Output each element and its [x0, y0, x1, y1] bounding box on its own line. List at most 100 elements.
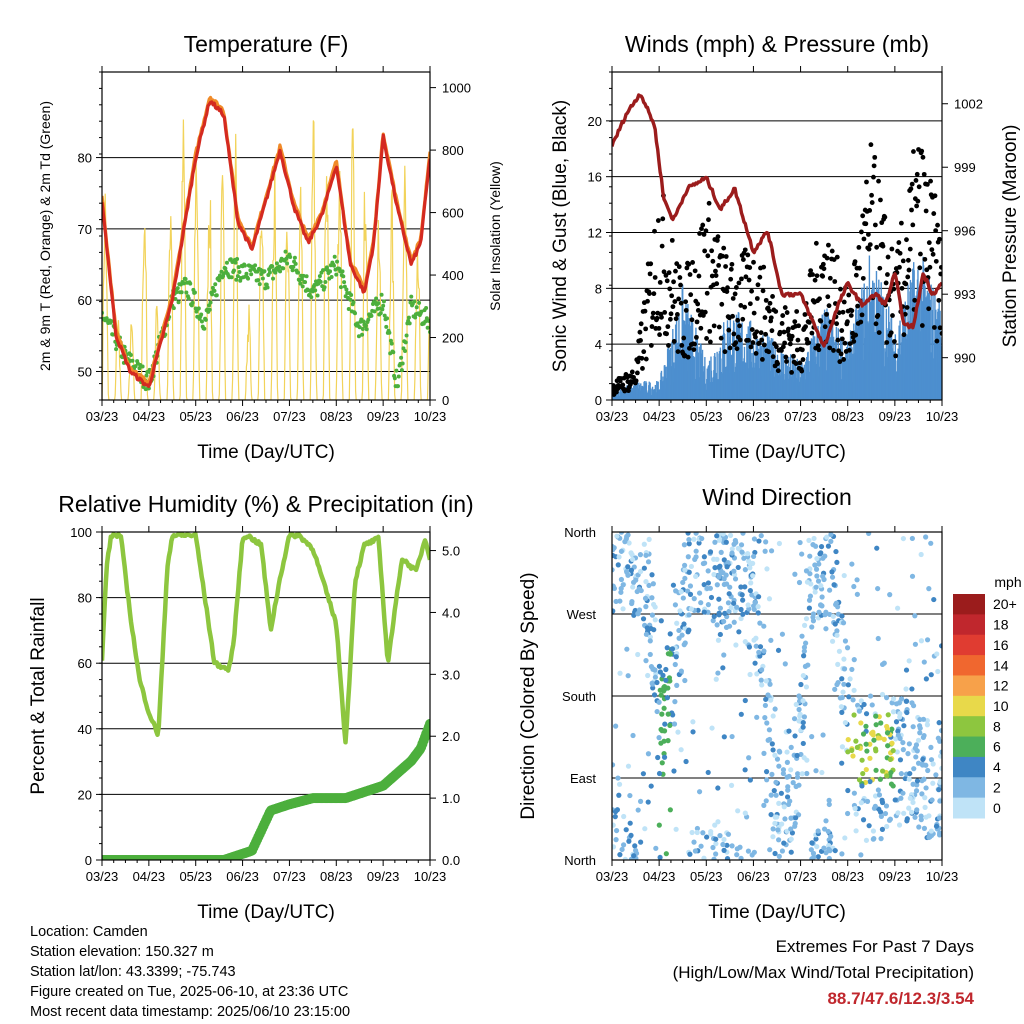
direction-point: [827, 587, 833, 593]
dewpoint-point: [341, 274, 346, 279]
dewpoint-point: [313, 288, 318, 293]
direction-point: [833, 600, 839, 606]
direction-point: [705, 568, 711, 574]
direction-point: [900, 790, 906, 796]
direction-point: [800, 719, 806, 726]
colorbar-label: 14: [993, 657, 1009, 673]
direction-point: [632, 843, 638, 849]
dewpoint-point: [114, 347, 119, 352]
direction-point: [878, 813, 884, 819]
direction-point: [793, 783, 799, 790]
gust-point: [909, 207, 914, 213]
gust-point: [657, 279, 663, 285]
direction-point: [928, 828, 934, 834]
direction-point: [762, 548, 768, 554]
direction-point: [764, 720, 770, 726]
dewpoint-point: [404, 333, 409, 338]
direction-point: [931, 596, 937, 603]
colorbar-label: 4: [993, 759, 1001, 775]
gust-point: [916, 184, 922, 190]
direction-point: [678, 668, 684, 674]
direction-point: [696, 590, 703, 596]
direction-point: [849, 666, 855, 673]
direction-point: [630, 732, 636, 739]
direction-point: [820, 573, 826, 579]
direction-point: [618, 548, 625, 554]
dewpoint-point: [212, 288, 217, 293]
direction-point: [799, 551, 805, 557]
dewpoint-point: [234, 277, 239, 282]
gust-point: [938, 264, 942, 270]
direction-point: [710, 618, 716, 624]
direction-point: [841, 666, 848, 672]
station-latlon: Station lat/lon: 43.3399; -75.743: [30, 964, 236, 980]
gust-point: [827, 345, 833, 351]
extremes-box: Extremes For Past 7 Days (High/Low/Max W…: [673, 934, 974, 1012]
direction-point: [796, 693, 802, 699]
direction-point: [875, 585, 881, 592]
x-tick-label: 06/23: [737, 409, 770, 424]
direction-point: [693, 573, 699, 580]
direction-point: [682, 677, 688, 684]
gust-point: [919, 148, 925, 154]
direction-point: [784, 759, 790, 765]
y2-tick-label: 999: [954, 160, 976, 175]
gust-point: [735, 317, 741, 323]
direction-point: [788, 767, 794, 773]
dewpoint-point: [298, 281, 303, 286]
direction-point: [620, 606, 626, 612]
direction-point: [733, 642, 739, 648]
gust-point: [937, 325, 942, 331]
gust-point: [906, 267, 912, 273]
dewpoint-point: [244, 271, 249, 276]
direction-point: [671, 768, 677, 774]
gust-point: [763, 297, 769, 303]
direction-point: [764, 566, 770, 572]
gust-point: [825, 294, 831, 300]
direction-point: [667, 631, 673, 637]
direction-point: [687, 591, 694, 597]
gust-point: [770, 354, 776, 360]
x-tick-label: 03/23: [596, 409, 629, 424]
direction-point: [761, 648, 767, 654]
gust-point: [707, 339, 713, 345]
dewpoint-point: [372, 309, 377, 314]
direction-point: [693, 548, 699, 554]
direction-point: [615, 775, 621, 781]
gust-point: [655, 218, 661, 223]
gust-point: [912, 297, 918, 303]
direction-point: [656, 770, 663, 777]
direction-point: [627, 792, 633, 799]
direction-point: [656, 822, 662, 828]
direction-point: [615, 562, 621, 568]
dewpoint-point: [376, 301, 381, 306]
direction-point: [799, 633, 805, 639]
direction-point: [810, 611, 817, 617]
direction-point: [764, 777, 770, 783]
direction-point: [657, 669, 663, 675]
recent-data-timestamp: Most recent data timestamp: 2025/06/10 2…: [30, 1004, 351, 1020]
x-tick-label: 04/23: [133, 409, 166, 424]
gust-point: [670, 304, 676, 310]
plot-frame: [611, 71, 943, 401]
x-tick-label: 04/23: [133, 869, 166, 884]
gust-point: [932, 193, 938, 199]
panel-title: Relative Humidity (%) & Precipitation (i…: [58, 491, 473, 517]
gust-point: [925, 181, 930, 187]
gust-point: [810, 272, 815, 277]
panel-title: Temperature (F): [184, 31, 349, 57]
dewpoint-point: [283, 249, 288, 254]
gust-point: [789, 370, 794, 375]
direction-point: [678, 747, 684, 753]
direction-point: [887, 592, 893, 598]
direction-point: [823, 818, 829, 824]
gust-point: [704, 290, 710, 296]
gust-point: [824, 255, 830, 261]
dewpoint-point: [406, 315, 411, 320]
gust-point: [662, 310, 668, 315]
direction-point: [772, 820, 778, 826]
dewpoint-point: [199, 312, 204, 317]
gust-point: [718, 335, 724, 341]
direction-point: [724, 842, 730, 848]
y2-tick-label: 5.0: [442, 544, 460, 559]
